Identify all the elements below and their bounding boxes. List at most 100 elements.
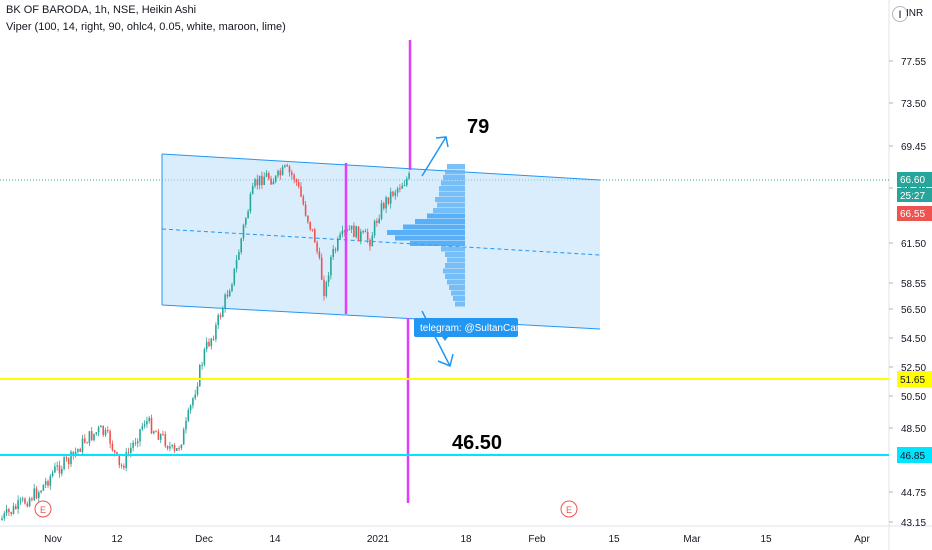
- candle-body: [169, 446, 171, 449]
- y-tick-label: 50.50: [901, 392, 926, 403]
- candle-body: [371, 235, 374, 247]
- candle-body: [238, 252, 240, 260]
- candle-body: [350, 225, 353, 230]
- candle-body: [86, 442, 88, 444]
- candle-body: [97, 427, 100, 433]
- candle-body: [408, 173, 410, 179]
- candle-body: [17, 500, 19, 509]
- candle-body: [348, 229, 351, 231]
- candle-body: [380, 203, 383, 219]
- candle-body: [376, 221, 378, 223]
- x-tick-label: 12: [111, 534, 123, 545]
- y-tick-label: 43.15: [901, 518, 926, 529]
- candle-body: [104, 430, 107, 435]
- candle-body: [360, 231, 362, 242]
- y-tick-label: 44.75: [901, 488, 926, 499]
- volume-profile-bar: [427, 213, 465, 219]
- candle-body: [70, 451, 72, 465]
- candle-body: [284, 165, 286, 167]
- candle-body: [81, 438, 84, 452]
- countdown-tag: [897, 188, 932, 202]
- candle-body: [63, 457, 65, 469]
- candle-body: [120, 465, 123, 467]
- volume-profile-bar: [447, 279, 465, 285]
- candle-body: [58, 465, 61, 474]
- volume-profile-bar: [453, 296, 465, 301]
- candle-body: [233, 268, 236, 285]
- candle-body: [399, 188, 401, 190]
- candle-body: [79, 449, 81, 452]
- candle-body: [95, 432, 98, 434]
- candle-body: [51, 472, 54, 477]
- candle-body: [387, 197, 390, 204]
- yellow-price-text: 51.65: [900, 375, 925, 386]
- candle-body: [125, 452, 127, 468]
- candle-body: [389, 191, 392, 204]
- candle-body: [311, 229, 314, 231]
- target-down-label: 46.50: [452, 432, 502, 454]
- volume-profile-bar: [433, 208, 465, 213]
- candle-body: [392, 191, 394, 196]
- cyan-price-tag: [897, 447, 932, 463]
- candle-body: [143, 424, 146, 427]
- candle-body: [56, 465, 58, 467]
- volume-profile-bar: [445, 263, 465, 268]
- candle-body: [258, 175, 261, 186]
- candle-body: [38, 492, 40, 499]
- candle-body: [265, 173, 268, 177]
- candle-body: [314, 229, 316, 243]
- candle-body: [136, 441, 139, 444]
- currency-badge[interactable]: I: [891, 4, 929, 24]
- x-tick-label: Nov: [44, 534, 62, 545]
- candle-body: [203, 349, 206, 365]
- volume-profile-bar: [447, 164, 465, 169]
- candle-body: [65, 457, 68, 459]
- candle-body: [107, 430, 109, 432]
- candle-body: [196, 386, 199, 395]
- volume-profile-bar: [455, 301, 465, 307]
- candle-body: [28, 498, 31, 507]
- candle-body: [84, 438, 86, 443]
- candle-body: [12, 506, 15, 514]
- volume-profile-bar: [439, 186, 465, 191]
- candle-body: [90, 431, 93, 441]
- candle-body: [217, 315, 219, 325]
- candle-body: [132, 442, 134, 448]
- channel-upper-line: [161, 153, 601, 181]
- prev-price-tag: [897, 206, 932, 221]
- candle-body: [263, 176, 265, 186]
- telegram-label-pointer: [442, 337, 448, 341]
- volume-profile-bar: [395, 235, 465, 241]
- y-tick-label: 61.50: [901, 239, 926, 250]
- candle-body: [268, 173, 270, 179]
- y-tick-label: 77.55: [901, 57, 926, 68]
- candle-body: [47, 481, 49, 486]
- candle-body: [403, 185, 406, 187]
- candle-body: [49, 476, 52, 486]
- x-tick-label: Feb: [528, 534, 546, 545]
- candle-body: [148, 417, 150, 422]
- candle-body: [21, 498, 24, 500]
- candle-body: [44, 481, 47, 485]
- target-up-label: 79: [467, 116, 489, 138]
- candle-body: [316, 242, 318, 252]
- candle-body: [300, 186, 302, 197]
- volume-profile-bar: [447, 257, 465, 263]
- candle-body: [40, 490, 42, 493]
- candle-body: [235, 259, 238, 269]
- candle-body: [31, 498, 33, 500]
- candle-body: [304, 204, 307, 216]
- candle-body: [330, 256, 332, 276]
- candle-body: [67, 458, 70, 465]
- candle-body: [187, 410, 190, 421]
- candle-body: [5, 509, 8, 514]
- current-price-tag: [897, 172, 932, 187]
- event-marker-1-label: E: [40, 505, 46, 515]
- y-tick-label: 56.50: [901, 305, 926, 316]
- candle-body: [127, 452, 130, 454]
- telegram-label-box: [414, 318, 518, 337]
- candle-body: [215, 324, 217, 340]
- candle-body: [295, 179, 298, 182]
